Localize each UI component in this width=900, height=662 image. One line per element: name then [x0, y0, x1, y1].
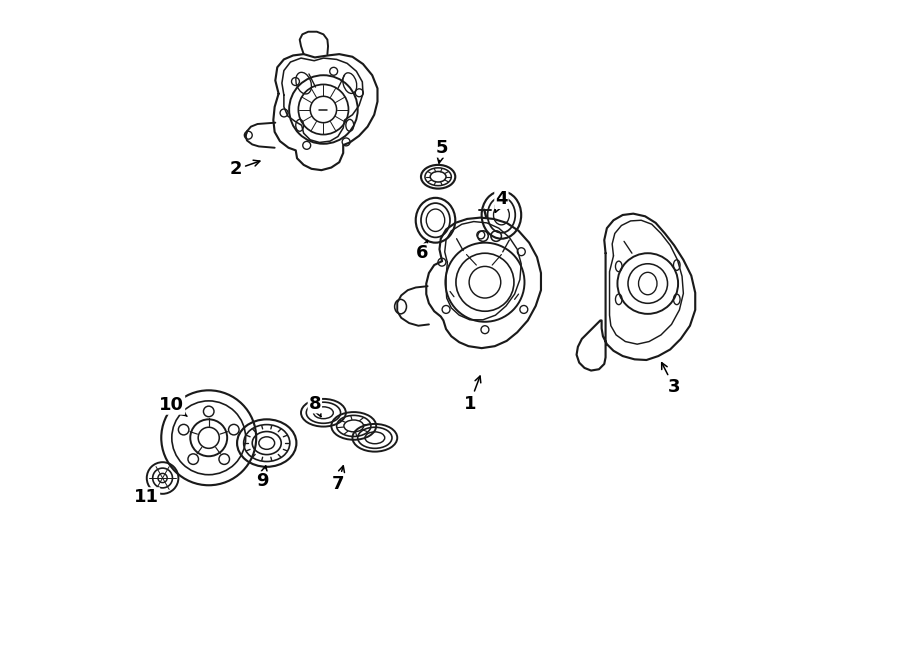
- Text: 11: 11: [134, 488, 159, 506]
- Text: 10: 10: [159, 396, 187, 416]
- Text: 6: 6: [416, 240, 428, 262]
- Text: 3: 3: [662, 363, 680, 396]
- Text: 4: 4: [495, 190, 508, 213]
- Text: 1: 1: [464, 376, 481, 412]
- Text: 7: 7: [332, 466, 345, 493]
- Text: 9: 9: [256, 466, 268, 491]
- Text: 8: 8: [309, 395, 321, 416]
- Text: 2: 2: [230, 160, 260, 179]
- Text: 5: 5: [436, 139, 448, 163]
